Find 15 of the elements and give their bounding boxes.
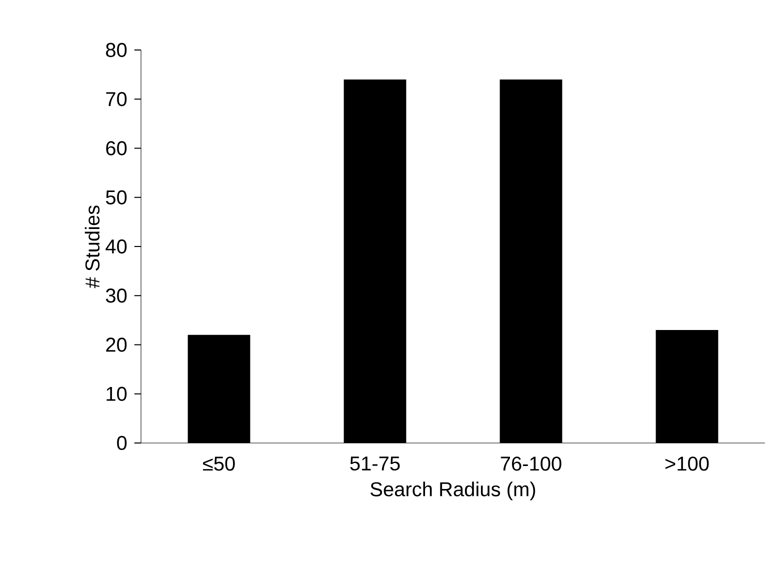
x-tick-label: >100 bbox=[665, 456, 709, 471]
y-tick-label: 0 bbox=[117, 436, 127, 450]
y-axis-title: # Studies bbox=[84, 206, 100, 288]
y-tick-label: 10 bbox=[106, 386, 127, 401]
y-tick-label: 20 bbox=[106, 338, 127, 352]
x-tick-label: 51-75 bbox=[350, 456, 400, 471]
x-tick-label: 76-100 bbox=[500, 456, 562, 471]
y-tick-label: 30 bbox=[106, 288, 127, 303]
y-tick-label: 80 bbox=[106, 42, 127, 58]
y-tick-label: 70 bbox=[106, 92, 127, 106]
x-axis-title: Search Radius (m) bbox=[370, 482, 536, 500]
y-tick-label: 60 bbox=[106, 141, 127, 156]
y-tick-label: 50 bbox=[106, 190, 127, 204]
x-tick-label: ≤50 bbox=[203, 456, 235, 471]
y-tick-label: 40 bbox=[106, 239, 127, 254]
